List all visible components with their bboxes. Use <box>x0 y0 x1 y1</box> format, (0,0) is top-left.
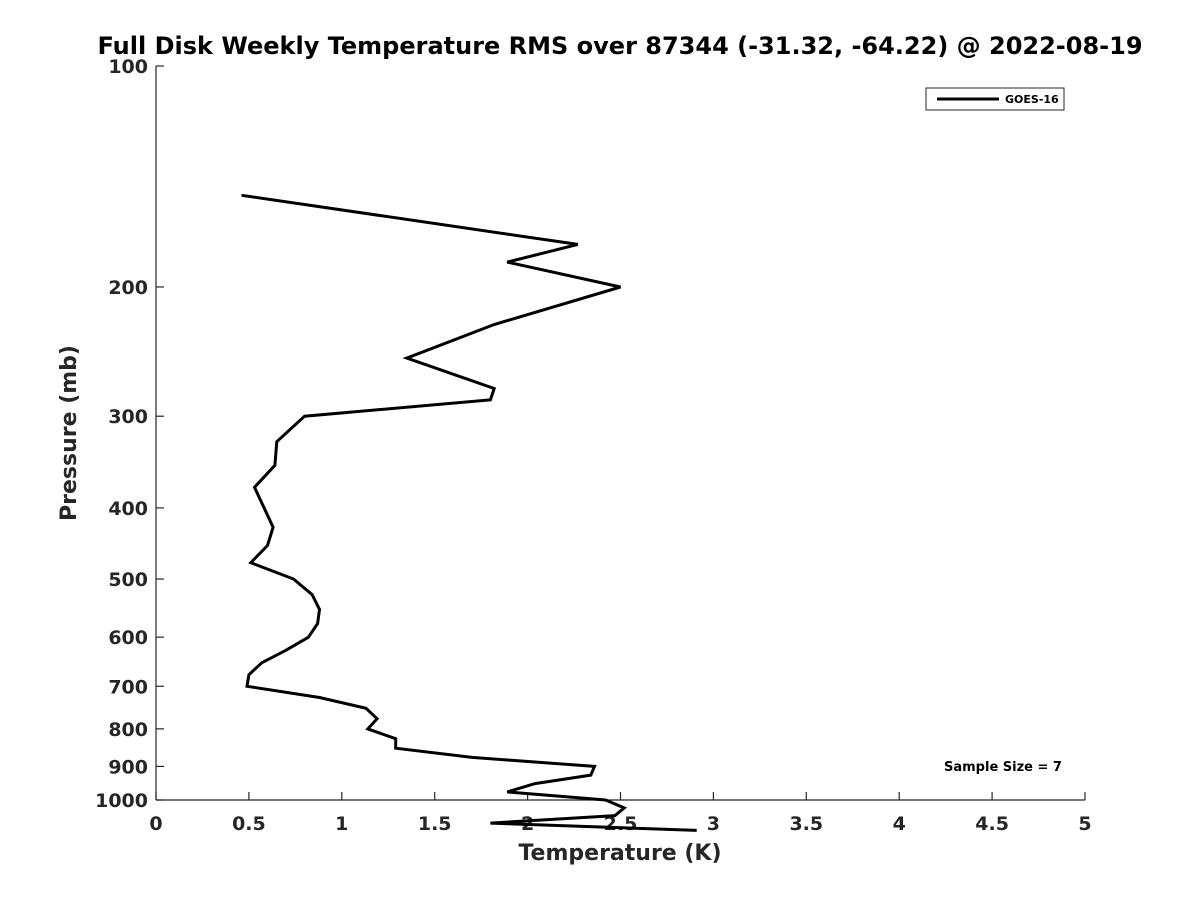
legend: GOES-16 <box>925 87 1065 111</box>
y-axis-label: Pressure (mb) <box>57 345 82 521</box>
x-tick-label: 1.5 <box>418 813 452 835</box>
y-tick-label: 700 <box>108 676 148 698</box>
y-ticks: 100 200 300 400 500 600 700 800 900 1000 <box>95 56 164 812</box>
x-tick-label: 1 <box>335 813 348 835</box>
y-tick-label: 300 <box>108 406 148 428</box>
y-tick-label: 500 <box>108 569 148 591</box>
y-tick-label: 1000 <box>95 790 148 812</box>
x-tick-label: 0.5 <box>232 813 266 835</box>
sample-size-annotation: Sample Size = 7 <box>944 760 1062 775</box>
x-tick-label: 5 <box>1078 813 1091 835</box>
x-tick-label: 4.5 <box>975 813 1009 835</box>
x-tick-label: 0 <box>149 813 162 835</box>
series-layer <box>241 193 697 832</box>
x-tick-label: 3.5 <box>789 813 823 835</box>
y-tick-label: 800 <box>108 719 148 741</box>
x-axis-label: Temperature (K) <box>518 841 721 866</box>
series-line <box>241 193 697 832</box>
legend-label: GOES-16 <box>1005 93 1059 106</box>
y-tick-label: 200 <box>108 277 148 299</box>
axes <box>155 66 1085 801</box>
y-tick-label: 400 <box>108 498 148 520</box>
x-tick-label: 3 <box>707 813 720 835</box>
y-tick-label: 100 <box>108 56 148 78</box>
x-tick-label: 4 <box>893 813 906 835</box>
chart-title: Full Disk Weekly Temperature RMS over 87… <box>97 32 1142 60</box>
y-tick-label: 900 <box>108 756 148 778</box>
y-tick-label: 600 <box>108 627 148 649</box>
